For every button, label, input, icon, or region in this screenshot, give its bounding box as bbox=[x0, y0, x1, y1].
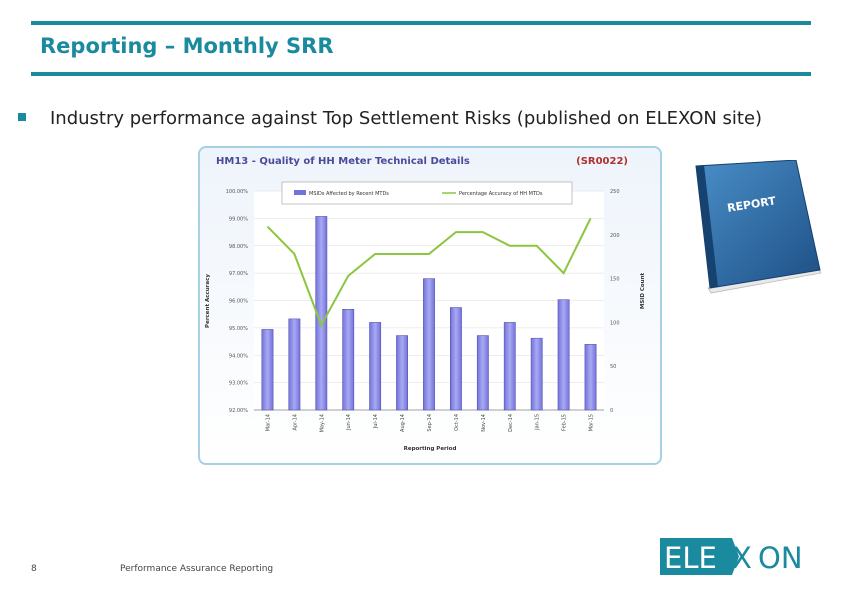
bar bbox=[476, 335, 489, 411]
x-tick-label: Sep-14 bbox=[427, 414, 433, 432]
book-cover bbox=[695, 160, 821, 289]
y-right-tick-label: 50 bbox=[610, 364, 616, 370]
y-left-tick-label: 97.00% bbox=[229, 271, 248, 277]
legend-bar-label: MSIDs Affected by Recent MTDs bbox=[309, 191, 389, 197]
x-tick-label: Dec-14 bbox=[508, 414, 514, 432]
logo-text-left: ELE bbox=[664, 541, 717, 575]
y-right-tick-label: 250 bbox=[610, 189, 620, 195]
bar bbox=[396, 335, 408, 411]
x-tick-label: Jun-14 bbox=[346, 414, 352, 431]
logo-box bbox=[660, 538, 746, 575]
y-right-tick-label: 0 bbox=[610, 408, 613, 414]
page-number: 8 bbox=[31, 564, 37, 574]
x-tick-label: Apr-14 bbox=[292, 414, 298, 431]
bar bbox=[584, 344, 597, 411]
bar bbox=[423, 278, 435, 411]
x-tick-label: Oct-14 bbox=[454, 414, 460, 431]
bar bbox=[530, 337, 543, 411]
x-tick-label: Jul-14 bbox=[373, 414, 379, 429]
bullet-square-icon bbox=[18, 113, 26, 121]
bar bbox=[342, 309, 355, 411]
y-left-tick-label: 98.00% bbox=[229, 244, 248, 250]
y-left-tick-label: 100.00% bbox=[226, 189, 248, 195]
x-tick-label: Feb-15 bbox=[562, 414, 568, 431]
footer-text: Performance Assurance Reporting bbox=[120, 564, 274, 574]
chart-code: (SR0022) bbox=[576, 156, 628, 167]
y-left-tick-label: 95.00% bbox=[229, 326, 248, 332]
y-left-tick-label: 93.00% bbox=[229, 381, 248, 387]
bar bbox=[557, 299, 570, 411]
title-rule-bottom bbox=[31, 72, 811, 76]
x-tick-label: Jan-15 bbox=[535, 414, 541, 431]
y-left-axis-label: Percent Accuracy bbox=[205, 274, 211, 328]
bullet-text: Industry performance against Top Settlem… bbox=[50, 108, 763, 129]
bar bbox=[261, 329, 274, 411]
x-axis-label: Reporting Period bbox=[404, 446, 457, 452]
chart-legend bbox=[281, 181, 573, 205]
y-left-tick-label: 96.00% bbox=[229, 299, 248, 305]
x-tick-label: Aug-14 bbox=[400, 414, 406, 432]
legend-bar-swatch bbox=[294, 190, 306, 195]
chart-title: HM13 - Quality of HH Meter Technical Det… bbox=[216, 156, 470, 167]
bar bbox=[503, 322, 516, 411]
hm13-chart: HM13 - Quality of HH Meter Technical Det… bbox=[198, 146, 662, 465]
x-tick-label: Mar-15 bbox=[589, 414, 595, 431]
report-book-image: REPORT bbox=[695, 160, 822, 294]
y-left-tick-label: 94.00% bbox=[229, 353, 248, 359]
legend-line-label: Percentage Accuracy of HH MTDs bbox=[459, 191, 543, 197]
y-left-tick-label: 92.00% bbox=[229, 408, 248, 414]
bar bbox=[369, 322, 382, 411]
y-right-tick-label: 100 bbox=[610, 320, 620, 326]
bar bbox=[288, 318, 301, 411]
x-tick-label: Nov-14 bbox=[481, 414, 487, 432]
x-tick-label: Mar-14 bbox=[265, 414, 271, 431]
logo-x-notch bbox=[732, 538, 746, 575]
y-right-tick-label: 200 bbox=[610, 233, 620, 239]
elexon-logo: ELE X ON bbox=[660, 538, 803, 575]
book-spine bbox=[696, 165, 718, 288]
y-left-tick-label: 99.00% bbox=[229, 216, 248, 222]
bar bbox=[450, 307, 462, 411]
accuracy-line bbox=[266, 217, 592, 328]
y-right-axis-label: MSID Count bbox=[640, 273, 646, 310]
slide-title: Reporting – Monthly SRR bbox=[40, 34, 334, 58]
y-right-tick-label: 150 bbox=[610, 277, 620, 283]
logo-text-right: ON bbox=[758, 541, 803, 575]
logo-x-glyph: X bbox=[732, 541, 752, 575]
title-rule-top bbox=[31, 21, 811, 25]
x-tick-label: May-14 bbox=[319, 414, 325, 432]
